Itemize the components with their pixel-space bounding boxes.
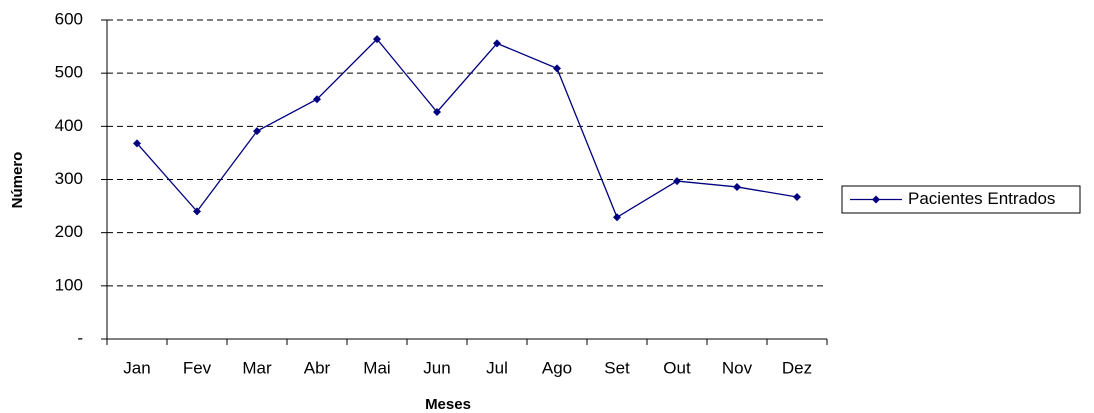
y-tick-label: - [77,328,83,347]
y-tick-label: 600 [55,9,83,28]
data-point [673,177,681,186]
data-point [613,213,621,222]
x-tick-label: Jan [123,358,150,377]
x-tick-label: Nov [722,358,753,377]
x-tick-label: Abr [304,358,331,377]
x-tick-label: Set [604,358,630,377]
y-tick-label: 500 [55,63,83,82]
x-tick-label: Jul [486,358,508,377]
y-tick-label: 400 [55,116,83,135]
legend-label: Pacientes Entrados [908,189,1055,208]
x-tick-label: Out [663,358,691,377]
data-point [193,207,201,216]
y-tick-label: 200 [55,222,83,241]
x-tick-label: Dez [782,358,812,377]
data-point [313,95,321,104]
x-axis-title: Meses [425,396,471,413]
x-tick-label: Mar [242,358,272,377]
x-tick-label: Jun [423,358,450,377]
data-point [253,127,261,136]
legend-marker [872,195,880,204]
data-point [733,182,741,191]
x-tick-label: Fev [183,358,212,377]
y-tick-label: 300 [55,169,83,188]
data-point [493,39,501,48]
data-point [373,35,381,44]
x-tick-label: Ago [542,358,572,377]
data-point [553,64,561,73]
x-tick-label: Mai [363,358,390,377]
y-axis-title: Número [9,152,26,209]
data-point [793,193,801,202]
data-point [133,139,141,148]
data-point [433,107,441,116]
y-tick-label: 100 [55,275,83,294]
series-line [136,38,798,219]
